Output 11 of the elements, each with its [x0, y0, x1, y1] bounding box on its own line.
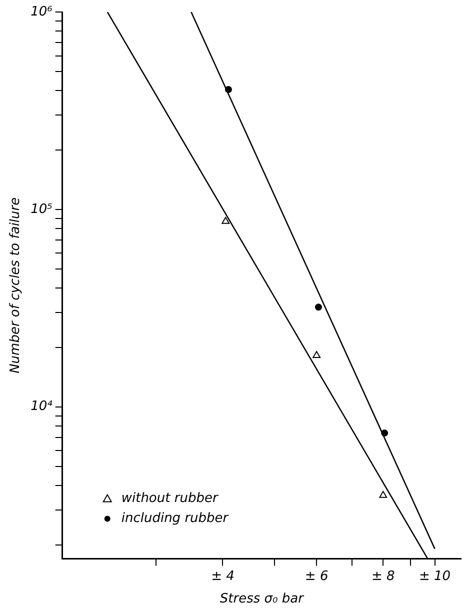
legend-label: including rubber [121, 511, 230, 526]
x-tick-label: ± 10 [418, 568, 451, 584]
y-tick-label: 10⁴ [30, 399, 54, 414]
y-tick-label: 10⁶ [30, 4, 52, 20]
legend-label: without rubber [121, 491, 220, 506]
x-tick-label: ± 6 [304, 568, 328, 584]
x-tick-label: ± 8 [371, 568, 395, 584]
y-tick-label: 10⁵ [30, 202, 52, 217]
x-axis-title: Stress σ₀ bar [220, 592, 306, 607]
y-axis-title: Number of cycles to failure [8, 197, 24, 374]
x-tick-label: ± 4 [211, 568, 234, 584]
